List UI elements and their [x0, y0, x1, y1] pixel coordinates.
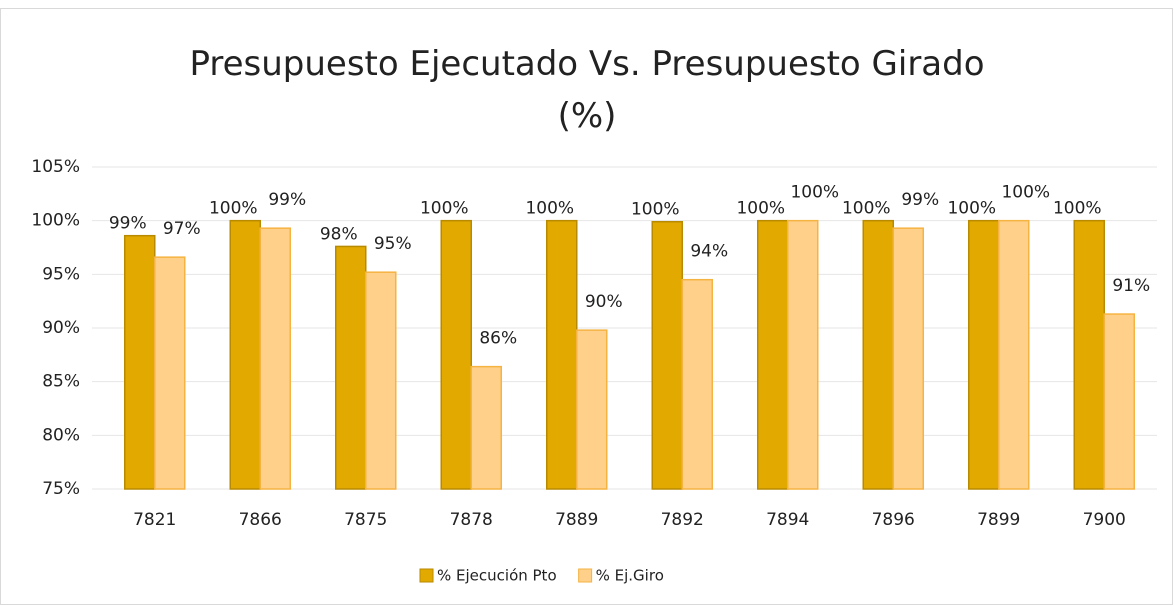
bar: [365, 271, 397, 490]
y-tick-label: 95%: [42, 264, 80, 284]
data-label: 91%: [1112, 276, 1150, 296]
data-label: 99%: [268, 190, 306, 210]
y-tick-label: 100%: [31, 211, 80, 231]
bar: [651, 220, 683, 490]
data-label: 100%: [790, 183, 839, 203]
bar: [124, 234, 156, 490]
data-label: 98%: [320, 224, 358, 244]
data-label: 100%: [525, 199, 574, 219]
x-tick-label: 7866: [239, 510, 282, 530]
y-tick-label: 75%: [42, 479, 80, 499]
bar: [229, 219, 261, 490]
x-tick-label: 7821: [133, 510, 176, 530]
x-tick-label: 7900: [1083, 510, 1126, 530]
data-label: 100%: [1001, 183, 1050, 203]
y-tick-label: 105%: [31, 157, 80, 177]
x-tick-label: 7892: [661, 510, 704, 530]
bar: [576, 329, 608, 490]
y-tick-label: 80%: [42, 425, 80, 445]
data-label: 100%: [631, 200, 680, 220]
bar: [1073, 219, 1105, 490]
bar: [998, 219, 1030, 490]
bar: [470, 365, 502, 490]
x-tick-label: 7889: [555, 510, 598, 530]
bar: [862, 219, 894, 490]
x-tick-label: 7875: [344, 510, 387, 530]
bar: [440, 219, 472, 490]
bar: [892, 227, 924, 490]
data-label: 100%: [947, 199, 996, 219]
data-label: 100%: [1053, 199, 1102, 219]
bar: [968, 219, 1000, 490]
y-tick-label: 85%: [42, 372, 80, 392]
y-tick-label: 90%: [42, 318, 80, 338]
data-label: 100%: [736, 199, 785, 219]
bar: [546, 219, 578, 490]
data-label: 94%: [690, 242, 728, 262]
bar: [787, 219, 819, 490]
chart-title: Presupuesto Ejecutado Vs. Presupuesto Gi…: [189, 44, 985, 136]
x-tick-label: 7878: [450, 510, 493, 530]
data-label: 99%: [109, 214, 147, 234]
bar: [154, 256, 186, 490]
bar: [1103, 313, 1135, 490]
x-tick-label: 7894: [766, 510, 809, 530]
data-label: 99%: [901, 190, 939, 210]
data-label: 97%: [163, 219, 201, 239]
data-label: 100%: [842, 199, 891, 219]
bar: [757, 219, 789, 490]
bar: [335, 245, 367, 490]
bar: [259, 227, 291, 490]
legend-swatch: [419, 568, 434, 583]
data-label: 95%: [374, 234, 412, 254]
x-tick-label: 7896: [872, 510, 915, 530]
data-label: 100%: [420, 199, 469, 219]
data-label: 86%: [479, 329, 517, 349]
legend-swatch: [578, 568, 593, 583]
legend-label: % Ejecución Pto: [437, 567, 557, 585]
data-label: 100%: [209, 199, 258, 219]
bar: [681, 278, 713, 490]
legend-label: % Ej.Giro: [596, 567, 664, 585]
x-tick-label: 7899: [977, 510, 1020, 530]
data-label: 90%: [585, 292, 623, 312]
